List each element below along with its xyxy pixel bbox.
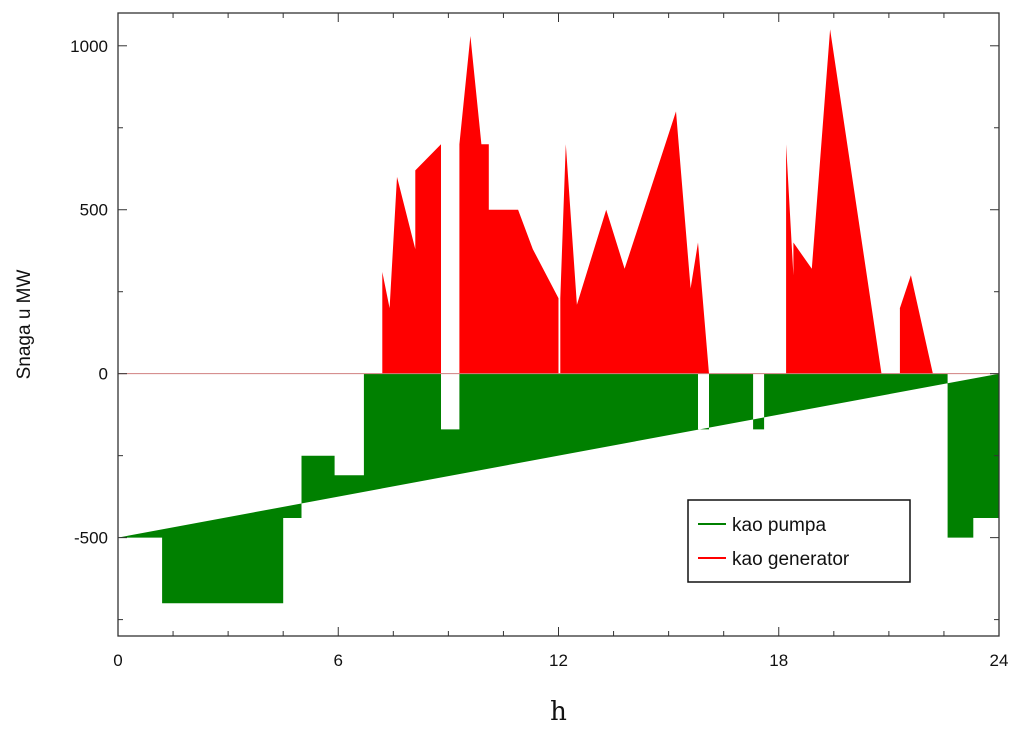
chart-areas [118,29,999,604]
area-series-3 [899,275,933,374]
legend-box [687,499,911,583]
legend-label: kao generator [732,549,850,570]
y-axis-title: Snaga u MW [14,270,35,380]
x-tick-label: 0 [113,651,122,670]
x-tick-label: 6 [334,651,343,670]
x-tick-label: 12 [549,651,568,670]
x-axis-title: h [550,697,567,727]
y-tick-label: -500 [74,529,108,548]
x-tick-label: 24 [990,651,1009,670]
y-tick-label: 0 [99,365,108,384]
area-series-2 [786,29,882,374]
y-tick-label: 500 [80,201,108,220]
legend-label: kao pumpa [732,515,826,536]
y-tick-label: 1000 [70,37,108,56]
area-series-1 [382,36,709,374]
x-tick-label: 18 [769,651,788,670]
y-ticks: -500 0 500 1000 [70,37,999,621]
area-series-0 [118,373,999,604]
x-ticks: 0 6 12 18 24 [113,13,1008,670]
legend: kao pumpa kao generator [687,499,911,583]
